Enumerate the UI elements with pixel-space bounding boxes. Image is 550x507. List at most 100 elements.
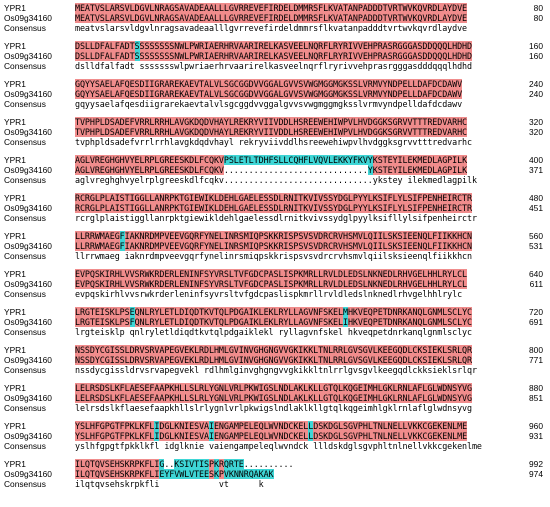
consensus-label: Consensus <box>4 479 46 489</box>
similar-residues: I <box>342 317 348 327</box>
residue-position: 880 <box>529 383 543 393</box>
residue-position: 560 <box>529 231 543 241</box>
residue-position: 691 <box>529 317 543 327</box>
residue-position: 974 <box>529 469 543 479</box>
consensus-label: Consensus <box>4 213 46 223</box>
sequence-name: Os09g34160 <box>4 317 52 327</box>
sequence-name: YPR1 <box>4 117 26 127</box>
identical-residues: YSLHFGPGTFPKLKFL <box>75 431 155 441</box>
os09g34160-row: Os09g34160 MEATVSLARSVLDGVLNRAGSAVADEAALL… <box>0 13 550 23</box>
consensus-label: Consensus <box>4 175 46 185</box>
residue-position: 451 <box>529 203 543 213</box>
identical-residues: IAKNRDMPVEEVGQRFYNELINRSMIQPSKKRISPSVSVD… <box>124 231 472 241</box>
consensus-sequence: meatvslarsvldgvlnragsavadeaalllgvrrevefi… <box>75 23 468 33</box>
consensus-sequence: aglvreghghvyelrplgreeskdlfcqkv..........… <box>75 175 477 185</box>
os09g34160-row: Os09g34160 EVPQSKIRHLVVSRWKRDERLENINFSYVR… <box>0 279 550 289</box>
os09g34160-row: Os09g34160 NSSDYCGISSLDRVSRVAPEGVEKLRDLHM… <box>0 355 550 365</box>
residue-position: 800 <box>529 345 543 355</box>
consensus-label: Consensus <box>4 365 46 375</box>
consensus-row: Consensus aglvreghghvyelrplgreeskdlfcqkv.… <box>0 175 550 185</box>
ypr1-sequence: LLRRWMAEGFIAKNRDMPVEEVGQRFYNELINRSMIQPSK… <box>75 231 472 241</box>
residue-position: 80 <box>533 13 543 23</box>
residue-position: 992 <box>529 459 543 469</box>
identical-residues: MEATVSLARSVLDGVLNRAGSAVADEAALLLGVRREVEFI… <box>75 3 468 13</box>
alignment-block: YPR1 DSLLDFALFADTSSSSSSSSNWLPWRIAERHRVAAR… <box>0 41 550 72</box>
os09g34160-sequence: EVPQSKIRHLVVSRWKRDERLENINFSYVRSLTVFGDCPA… <box>75 279 467 289</box>
similar-residues: Y <box>367 165 373 175</box>
sequence-name: Os09g34160 <box>4 393 52 403</box>
sequence-name: Os09g34160 <box>4 355 52 365</box>
alignment-block: YPR1 NSSDYCGISSLDRVSRVAPEGVEKLRDLHMLGVINV… <box>0 345 550 376</box>
consensus-label: Consensus <box>4 251 46 261</box>
ypr1-sequence: ILQTQVSEHSKRPKFLIG..KSIVTISPKRQRTE......… <box>75 459 293 469</box>
os09g34160-sequence: YSLHFGPGTFPKLKFLIDGLKNIESVAIENGAMPELEQLW… <box>75 431 467 441</box>
similar-residues: S <box>134 41 140 51</box>
consensus-row: Consensus ilqtqvsehskrpkfli vt k <box>0 479 550 489</box>
residue-position: 160 <box>529 51 543 61</box>
ypr1-sequence: AGLVREGHGHVYELRPLGREESKDLFCQKVPSLETLTDHF… <box>75 155 467 165</box>
alignment-block: YPR1 LRGTEISKLPSEQNLRYLETLDIQDTKVTQLPDGAI… <box>0 307 550 338</box>
consensus-sequence: lrgteisklp qnlryletldiqdtkvtqlpdgaiklekl… <box>75 327 472 337</box>
residue-position: 931 <box>529 431 543 441</box>
identical-residues: NSSDYCGISSLDRVSRVAPEGVEKLRDLHMLGVINVGHGN… <box>75 355 472 365</box>
sequence-name: Os09g34160 <box>4 165 52 175</box>
identical-residues: TVPHPLDSADEFVRRLRRHLAVGKDQDVHAYLREKRYVII… <box>75 127 468 137</box>
identical-residues: DGLKNIESVA <box>159 421 209 431</box>
sequence-name: YPR1 <box>4 3 26 13</box>
os09g34160-sequence: LELRSDSLKFLAESEFAAPKHLLSLRLYGNLVRLPKWIGS… <box>75 393 472 403</box>
similar-residues: F <box>129 317 135 327</box>
identical-residues: P <box>218 469 224 479</box>
identical-residues: IAKNRDMPVEEVGQRFYNELINRSMIQPSKKRISPSVSVD… <box>124 241 472 251</box>
ypr1-sequence: DSLLDFALFADTSSSSSSSSNWLPWRIAERHRVAARIREL… <box>75 41 472 51</box>
identical-residues: SSSSSSSNWLPWRIAERHRVAARIRELKASVEELNQRFLR… <box>139 41 472 51</box>
sequence-name: YPR1 <box>4 193 26 203</box>
ypr1-row: YPR1 ILQTQVSEHSKRPKFLIG..KSIVTISPKRQRTE..… <box>0 459 550 469</box>
ypr1-sequence: LELRSDSLKFLAESEFAAPKHLLSLRLYGNLVRLPKWIGS… <box>75 383 472 393</box>
sequence-name: YPR1 <box>4 231 26 241</box>
os09g34160-sequence: RCRGLPLAISTIGGLLANRPKTGIEWIKLDEHLGAELESS… <box>75 203 472 213</box>
os09g34160-sequence: GQYYSAELAFQESDIIGRAREKAEVTALVLSGCGGDVVGG… <box>75 89 462 99</box>
identical-residues: LLRRWMAEG <box>75 241 120 251</box>
ypr1-row: YPR1 YSLHFGPGTFPKLKFLIDGLKNIESVAIENGAMPEL… <box>0 421 550 431</box>
similar-residues: I <box>209 421 214 431</box>
ypr1-row: YPR1 DSLLDFALFADTSSSSSSSSNWLPWRIAERHRVAAR… <box>0 41 550 51</box>
sequence-name: YPR1 <box>4 79 26 89</box>
identical-residues: DSKDGLSGVPHLTNLNELLVKKCGEKENLME <box>313 431 468 441</box>
similar-residues: PSLETLTDHFSLLCQHFLVQVLEKKYFKVY <box>223 155 373 165</box>
similar-residues: S <box>134 51 140 61</box>
residue-position: 160 <box>529 41 543 51</box>
identical-residues: RCRGLPLAISTIGGLLANRPKTGIEWIKLDEHLGAELESS… <box>75 203 472 213</box>
identical-residues: RCRGLPLAISTIGGLLANRPKTGIEWIKLDEHLGAELESS… <box>75 193 472 203</box>
consensus-row: Consensus rcrglplaistiggllanrpktgiewiklde… <box>0 213 550 223</box>
consensus-sequence: gqyysaelafqesdiigrarekaevtalvlsgcggdvvgg… <box>75 99 463 109</box>
sequence-name: YPR1 <box>4 345 26 355</box>
identical-residues: ENGAMPELEQLWVNDCKEL <box>213 421 309 431</box>
residue-position: 80 <box>533 3 543 13</box>
ypr1-sequence: TVPHPLDSADEFVRRLRRHLAVGKDQDVHAYLREKRYVII… <box>75 117 467 127</box>
sequence-name: Os09g34160 <box>4 51 52 61</box>
consensus-row: Consensus tvphpldsadefvrrlrrhlavgkdqdvhay… <box>0 137 550 147</box>
sequence-name: YPR1 <box>4 421 26 431</box>
alignment-block: YPR1 MEATVSLARSVLDGVLNRAGSAVADEAALLLGVRRE… <box>0 3 550 34</box>
sequence-name: YPR1 <box>4 269 26 279</box>
sequence-name: YPR1 <box>4 383 26 393</box>
consensus-sequence: rcrglplaistiggllanrpktgiewikldehlgaeless… <box>75 213 477 223</box>
os09g34160-sequence: TVPHPLDSADEFVRRLRRHLAVGKDQDVHAYLREKRYVII… <box>75 127 467 137</box>
consensus-sequence: yslhfgpgtfpkklkfl idglknie vaiengampeleq… <box>75 441 482 451</box>
os09g34160-sequence: LLRRWMAEGFIAKNRDMPVEEVGQRFYNELINRSMIQPSK… <box>75 241 472 251</box>
ypr1-row: YPR1 LRGTEISKLPSEQNLRYLETLDIQDTKVTQLPDGAI… <box>0 307 550 317</box>
alignment-block: YPR1 LELRSDSLKFLAESEFAAPKHLLSLRLYGNLVRLPK… <box>0 383 550 414</box>
ypr1-row: YPR1 AGLVREGHGHVYELRPLGREESKDLFCQKVPSLETL… <box>0 155 550 165</box>
ypr1-sequence: NSSDYCGISSLDRVSRVAPEGVEKLRDLHMLGVINVGHGN… <box>75 345 472 355</box>
sequence-name: Os09g34160 <box>4 89 52 99</box>
residue-position: 771 <box>529 355 543 365</box>
identical-residues: HKVEQPETDNRKANQLGNMLSCLYC <box>347 307 473 317</box>
os09g34160-sequence: MEATVSLARSVLDGVLNRAGSAVADEAALLLGVRREVEFI… <box>75 13 467 23</box>
similar-residues: I <box>154 421 160 431</box>
similar-residues: I <box>154 431 160 441</box>
ypr1-row: YPR1 LLRRWMAEGFIAKNRDMPVEEVGQRFYNELINRSMI… <box>0 231 550 241</box>
identical-residues: P <box>209 459 214 469</box>
identical-residues: AGLVREGHGHVYELRPLGREESKDLFCQKV <box>75 165 224 175</box>
ypr1-row: YPR1 GQYYSAELAFQESDIIGRAREKAEVTALVLSGCGGD… <box>0 79 550 89</box>
consensus-row: Consensus gqyysaelafqesdiigrarekaevtalvls… <box>0 99 550 109</box>
